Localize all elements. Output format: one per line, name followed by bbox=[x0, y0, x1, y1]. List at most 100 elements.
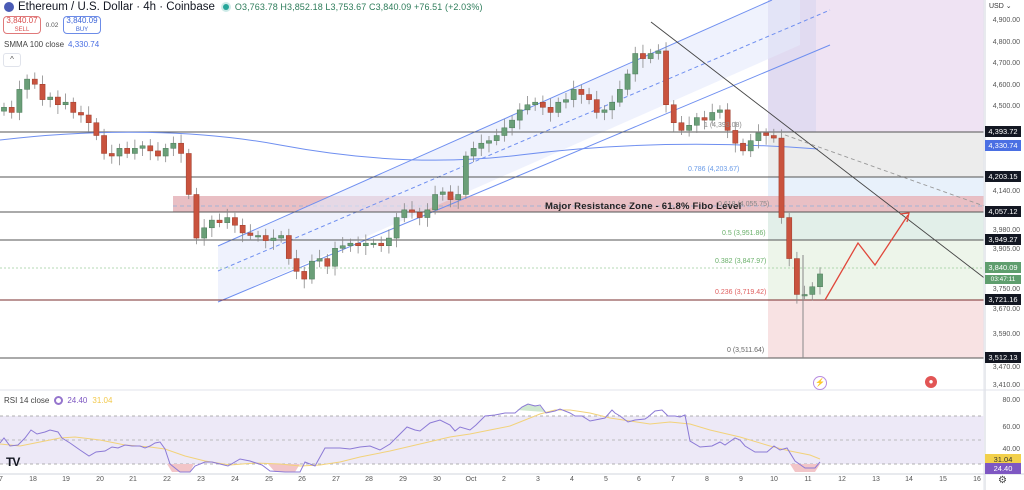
time-tick: 2 bbox=[502, 476, 506, 483]
sell-label: SELL bbox=[14, 27, 30, 33]
candle bbox=[239, 224, 246, 234]
time-tick: 11 bbox=[804, 476, 812, 483]
ethereum-icon bbox=[4, 2, 14, 12]
downtrend-line bbox=[650, 21, 1001, 291]
candle bbox=[208, 219, 215, 229]
time-tick: 7 bbox=[0, 476, 3, 483]
candle bbox=[132, 148, 138, 154]
candle bbox=[139, 145, 146, 149]
rsi-tick: 60.00 bbox=[1002, 424, 1020, 431]
fib-level-label: 0.236 (3,719.42) bbox=[715, 289, 767, 296]
time-tick: 23 bbox=[197, 476, 205, 483]
candle bbox=[101, 135, 107, 154]
price-tick: 3,470.00 bbox=[992, 364, 1020, 371]
price-tick: 4,700.00 bbox=[992, 60, 1020, 67]
earnings-event-icon[interactable]: ⚡ bbox=[813, 376, 827, 390]
candle bbox=[709, 112, 716, 121]
candle bbox=[747, 140, 754, 152]
time-tick: 26 bbox=[298, 476, 306, 483]
smma-value: 4,330.74 bbox=[68, 40, 100, 49]
currency-selector[interactable]: USD ⌄ bbox=[989, 3, 1012, 10]
candle bbox=[809, 286, 816, 295]
candle bbox=[293, 258, 300, 272]
market-status-icon bbox=[222, 4, 229, 10]
candle bbox=[8, 107, 15, 113]
candle bbox=[62, 101, 69, 106]
candle bbox=[670, 104, 677, 123]
time-tick: 15 bbox=[939, 476, 947, 483]
candle bbox=[16, 89, 23, 113]
candle bbox=[386, 237, 392, 246]
candle bbox=[116, 148, 123, 157]
price-level-tag: 4,330.74 bbox=[985, 140, 1021, 151]
price-tick: 3,750.00 bbox=[992, 286, 1020, 293]
rsi-settings-icon[interactable] bbox=[54, 396, 64, 405]
price-level-tag: 4,203.15 bbox=[985, 171, 1021, 182]
candle bbox=[24, 78, 30, 90]
trade-panel: 3,840.07 SELL 0.02 3,840.09 BUY bbox=[3, 16, 101, 34]
time-tick: 5 bbox=[604, 476, 608, 483]
candle bbox=[740, 142, 746, 152]
candle bbox=[178, 142, 184, 154]
collapse-legend-button[interactable]: ^ bbox=[3, 53, 21, 67]
us-flag-event-icon[interactable]: ● bbox=[925, 376, 937, 388]
smma-line bbox=[0, 131, 819, 161]
rsi-tick: 40.00 bbox=[1002, 446, 1020, 453]
candle bbox=[47, 96, 54, 100]
fib-level-label: 0.618 (4,055.75) bbox=[718, 201, 770, 208]
candlesticks bbox=[1, 42, 823, 304]
candle bbox=[432, 194, 438, 211]
candle bbox=[778, 137, 785, 218]
rsi-ma-value: 31.04 bbox=[92, 396, 113, 405]
candle bbox=[717, 109, 723, 113]
price-tick: 4,140.00 bbox=[992, 188, 1020, 195]
candle bbox=[701, 117, 708, 121]
buy-label: BUY bbox=[75, 27, 89, 33]
candle bbox=[224, 217, 231, 223]
time-tick: 19 bbox=[62, 476, 70, 483]
candle bbox=[563, 99, 569, 103]
candle bbox=[540, 101, 546, 108]
buy-price: 3,840.09 bbox=[66, 16, 98, 25]
candle bbox=[663, 50, 669, 106]
candle bbox=[616, 89, 623, 103]
candle bbox=[70, 101, 77, 113]
time-tick: 4 bbox=[570, 476, 574, 483]
symbol-title[interactable]: Ethereum / U.S. Dollar · 4h · Coinbase bbox=[18, 1, 215, 13]
candle bbox=[339, 245, 346, 249]
fib-level-label: 1 (4,393.08) bbox=[704, 122, 742, 129]
settings-gear-icon[interactable]: ⚙ bbox=[998, 475, 1007, 486]
time-tick: 18 bbox=[29, 476, 37, 483]
time-tick: 22 bbox=[163, 476, 171, 483]
candle bbox=[624, 73, 631, 90]
candle bbox=[255, 235, 261, 238]
fib-zone-0618-05 bbox=[768, 212, 984, 240]
candle bbox=[601, 109, 608, 113]
candle bbox=[416, 212, 423, 218]
tradingview-logo[interactable]: TV bbox=[6, 455, 20, 469]
spread-value: 0.02 bbox=[45, 21, 59, 29]
candle bbox=[786, 217, 793, 259]
candle bbox=[232, 217, 238, 226]
fib-level-label: 0.5 (3,951.86) bbox=[722, 230, 766, 237]
candle bbox=[324, 258, 331, 267]
rsi-legend[interactable]: RSI 14 close 24.40 31.04 bbox=[4, 396, 112, 405]
price-level-tag: 3,512.13 bbox=[985, 352, 1021, 363]
candle bbox=[586, 94, 592, 100]
time-tick: 28 bbox=[365, 476, 373, 483]
candle bbox=[555, 101, 562, 113]
fib-zone-0236-0 bbox=[768, 300, 984, 358]
candle bbox=[801, 294, 808, 297]
smma-legend[interactable]: SMMA 100 close 4,330.74 bbox=[4, 40, 99, 49]
candle bbox=[1, 107, 7, 112]
candle bbox=[478, 142, 485, 149]
candle bbox=[424, 209, 431, 218]
candle bbox=[185, 153, 192, 195]
time-tick: 6 bbox=[637, 476, 641, 483]
buy-button[interactable]: 3,840.09 BUY bbox=[63, 16, 101, 34]
time-tick: Oct bbox=[465, 476, 477, 483]
rsi-tag: 31.04 bbox=[985, 454, 1021, 465]
sell-button[interactable]: 3,840.07 SELL bbox=[3, 16, 41, 34]
candle bbox=[31, 78, 38, 85]
